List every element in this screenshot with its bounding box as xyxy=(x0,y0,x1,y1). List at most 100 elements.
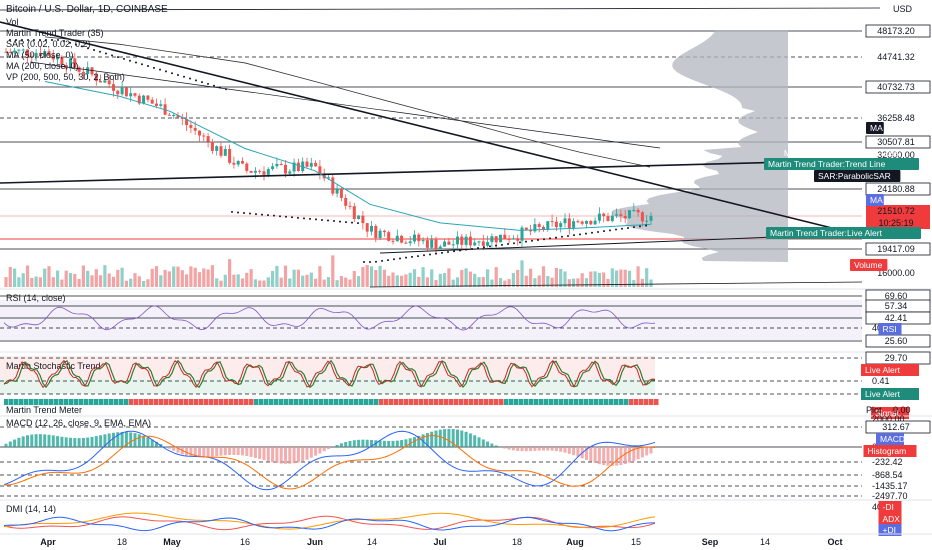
trend-line[interactable] xyxy=(369,281,863,288)
candle-body xyxy=(133,93,137,96)
candle-body xyxy=(486,242,490,246)
trend-meter-cell xyxy=(374,399,379,405)
volume-bar xyxy=(468,271,472,287)
volume-bar xyxy=(391,272,395,287)
trend-meter-cell xyxy=(204,399,209,405)
macd-hist-bar xyxy=(86,437,90,447)
trend-meter-cell xyxy=(414,399,419,405)
trend-meter-cell xyxy=(134,399,139,405)
macd-hist-bar xyxy=(623,447,627,465)
meter-plot-label: Plot xyxy=(866,405,882,415)
volume-bar xyxy=(219,280,223,287)
candle-body xyxy=(103,80,107,83)
candle-body xyxy=(13,50,17,53)
trend-meter-cell xyxy=(174,399,179,405)
volume-bar xyxy=(245,272,249,287)
candle-body xyxy=(546,221,550,230)
sar-dot xyxy=(27,39,29,41)
sar-dot xyxy=(543,238,545,241)
meter-zero-label: 0.00 xyxy=(893,405,911,415)
macd-hist-bar xyxy=(81,437,85,447)
stoch-bg-top xyxy=(0,356,655,378)
time-axis[interactable]: Apr 18 May 16 Jun 14 Jul 18 Aug 15 Sep 14 Oct xyxy=(0,533,932,547)
volume-bar xyxy=(434,279,438,287)
volume-bar xyxy=(4,277,8,287)
volume-bar xyxy=(47,266,51,287)
candle-body xyxy=(361,215,365,224)
candle-body xyxy=(81,71,85,74)
macd-hist-bar xyxy=(516,447,520,451)
trend-lines[interactable] xyxy=(0,7,881,288)
volume-bar xyxy=(361,267,365,287)
volume-bar xyxy=(408,272,412,287)
sar-dot xyxy=(441,251,443,254)
volume-bar xyxy=(382,269,386,287)
candle-body xyxy=(159,104,163,106)
sar-dot xyxy=(51,39,53,41)
candle-body xyxy=(589,220,593,225)
trend-meter-cell xyxy=(409,399,414,405)
trend-line[interactable] xyxy=(379,235,801,254)
macd-hist-bar xyxy=(597,447,601,465)
price-axis-label: 19417.09 xyxy=(877,244,915,254)
trend-meter-cell xyxy=(419,399,424,405)
trend-meter-cell xyxy=(34,399,39,405)
trend-meter-cell xyxy=(39,399,44,405)
price-axis[interactable]: 48173.20 44741.32 40732.73 36258.48 30507.81… xyxy=(764,24,931,278)
sar-dot xyxy=(609,229,611,232)
candle-body xyxy=(374,226,378,239)
trend-meter-cell xyxy=(184,399,189,405)
price-axis-label: 32000.00 xyxy=(877,150,915,160)
macd-hist-bar xyxy=(572,447,576,456)
macd-hist-bar xyxy=(176,447,180,453)
macd-hist-bar xyxy=(559,447,563,452)
volume-bar xyxy=(649,279,653,287)
trend-line[interactable] xyxy=(29,61,661,149)
trend-meter-cell xyxy=(479,399,484,405)
trend-meter-cell xyxy=(144,399,149,405)
sar-dot xyxy=(489,245,491,248)
candle-body xyxy=(511,238,515,240)
candle-body xyxy=(537,224,541,227)
candle-body xyxy=(296,162,300,171)
volume-profile xyxy=(613,30,788,262)
candle-body xyxy=(112,84,115,91)
macd-hist-bar xyxy=(460,430,464,447)
macd-hist-bar xyxy=(245,447,249,457)
volume-bar xyxy=(580,273,584,287)
candle-body xyxy=(180,117,184,119)
indicator-line xyxy=(3,515,656,531)
volume-bar xyxy=(129,278,133,287)
trend-meter-cell xyxy=(519,399,524,405)
sar-dot xyxy=(87,47,89,50)
time-axis-label: Aug xyxy=(566,537,584,547)
volume-bar xyxy=(292,269,296,287)
macd-hist-bar xyxy=(314,447,318,456)
macd-hist-bar xyxy=(8,441,12,447)
volume-bar xyxy=(546,275,550,287)
trend-meter-cell xyxy=(69,399,74,405)
trend-meter-cell xyxy=(84,399,89,405)
trend-meter-cell xyxy=(119,399,124,405)
macd-hist-bar xyxy=(266,447,270,462)
volume-bar xyxy=(288,278,292,287)
trend-line[interactable] xyxy=(0,21,841,231)
pane-tag xyxy=(876,433,904,445)
volume-bar xyxy=(412,269,417,287)
volume-bar xyxy=(236,274,240,287)
trend-line[interactable] xyxy=(0,7,881,11)
candle-body xyxy=(198,130,201,136)
trend-line[interactable] xyxy=(0,159,863,184)
time-axis-label: 18 xyxy=(512,537,522,547)
trend-meter-cell xyxy=(224,399,229,405)
candle-body xyxy=(649,215,653,221)
sar-dot xyxy=(471,247,473,250)
trend-meter-cell xyxy=(129,399,134,405)
volume-bar xyxy=(447,268,451,287)
sar-dot xyxy=(327,219,329,222)
sar-dot xyxy=(645,224,647,227)
candle-body xyxy=(481,241,485,246)
volume-bar xyxy=(111,276,116,287)
trend-meter-cell xyxy=(589,399,594,405)
